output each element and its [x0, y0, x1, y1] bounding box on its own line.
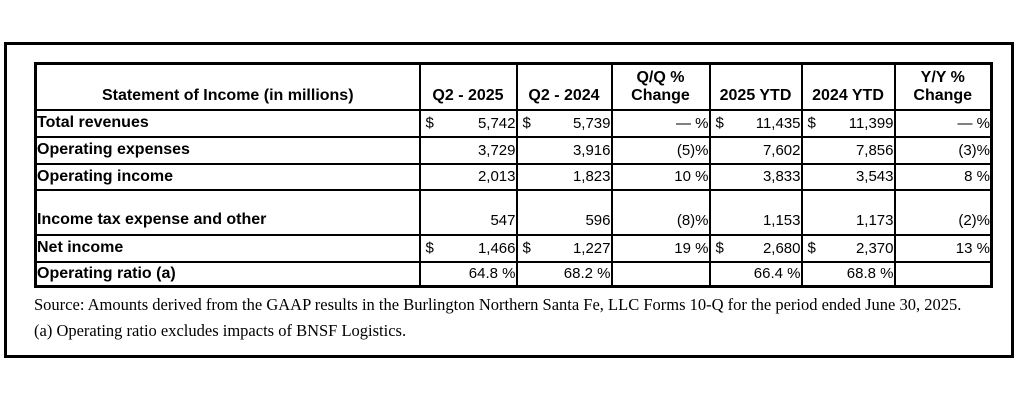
footnotes: Source: Amounts derived from the GAAP re… [34, 294, 961, 346]
table-cell: $5,742 [418, 108, 518, 138]
table-cell: $2,370 [800, 233, 896, 263]
header-line: Change [913, 87, 973, 105]
table-row-operating-expenses: Operating expenses 3,729 3,916 (5)% 7,60… [34, 135, 993, 165]
cell-value: 1,227 [572, 239, 611, 257]
table-header: Statement of Income (in millions) Q2 - 2… [34, 62, 993, 111]
dollar-sign: $ [807, 114, 816, 132]
header-line: Q/Q % [636, 68, 685, 86]
source-note: Source: Amounts derived from the GAAP re… [34, 295, 962, 314]
table-cell: 2,013 [418, 162, 518, 191]
table-cell: 68.8 % [800, 260, 896, 288]
cell-value: 2,680 [762, 239, 801, 257]
row-label: Operating expenses [34, 135, 421, 165]
table-cell: 8 % [893, 162, 993, 191]
table-cell [893, 260, 993, 288]
table-cell [610, 260, 711, 288]
table-cell: 3,543 [800, 162, 896, 191]
table-row-operating-ratio: Operating ratio (a) 64.8 % 68.2 % 66.4 %… [34, 260, 993, 288]
dollar-sign: $ [425, 239, 434, 257]
table-cell: $1,466 [418, 233, 518, 263]
cell-value: 11,399 [848, 114, 894, 132]
column-header-q2-2024: Q2 - 2024 [515, 62, 613, 111]
header-line: Q2 - 2024 [528, 87, 600, 105]
table-cell: 64.8 % [418, 260, 518, 288]
table-cell: (3)% [893, 135, 993, 165]
column-header-q2-2025: Q2 - 2025 [418, 62, 518, 111]
table-cell: $5,739 [515, 108, 613, 138]
header-line: Change [631, 87, 690, 105]
header-line: Q2 - 2025 [432, 87, 504, 105]
column-header-2025-ytd: 2025 YTD [708, 62, 803, 111]
table-cell: 7,602 [708, 135, 803, 165]
cell-value: 1,466 [477, 239, 516, 257]
table-row-operating-income: Operating income 2,013 1,823 10 % 3,833 … [34, 162, 993, 191]
cell-value: 2,370 [855, 239, 894, 257]
table-cell: 1,153 [708, 188, 803, 236]
table-cell: 3,916 [515, 135, 613, 165]
table-cell: 1,173 [800, 188, 896, 236]
footnote-a: (a) Operating ratio excludes impacts of … [34, 321, 407, 340]
table-cell: 3,833 [708, 162, 803, 191]
table-row-income-tax-expense: Income tax expense and other 547 596 (8)… [34, 188, 993, 236]
table-row-total-revenues: Total revenues $5,742 $5,739 — % $11,435… [34, 108, 993, 138]
header-line: Y/Y % [920, 68, 965, 86]
table-cell: 68.2 % [515, 260, 613, 288]
table-cell: 547 [418, 188, 518, 236]
dollar-sign: $ [522, 239, 531, 257]
cell-value: 11,435 [755, 114, 801, 132]
table-cell: 10 % [610, 162, 711, 191]
row-label: Operating income [34, 162, 421, 191]
table-cell: (2)% [893, 188, 993, 236]
row-label: Total revenues [34, 108, 421, 138]
table-cell: 7,856 [800, 135, 896, 165]
table-cell: — % [893, 108, 993, 138]
dollar-sign: $ [715, 239, 724, 257]
column-header-2024-ytd: 2024 YTD [800, 62, 896, 111]
table-cell: 66.4 % [708, 260, 803, 288]
table-cell: 1,823 [515, 162, 613, 191]
table-body: Total revenues $5,742 $5,739 — % $11,435… [34, 108, 993, 288]
dollar-sign: $ [807, 239, 816, 257]
table-cell: $11,435 [708, 108, 803, 138]
cell-value: 5,739 [572, 114, 611, 132]
header-line: 2025 YTD [719, 87, 792, 105]
dollar-sign: $ [425, 114, 434, 132]
header-row: Statement of Income (in millions) Q2 - 2… [34, 62, 993, 111]
income-statement-table: Statement of Income (in millions) Q2 - 2… [34, 62, 993, 288]
cell-value: 5,742 [477, 114, 516, 132]
table-cell: $1,227 [515, 233, 613, 263]
column-header-statement-label: Statement of Income (in millions) [34, 62, 421, 111]
row-label: Income tax expense and other [34, 188, 421, 236]
row-label: Net income [34, 233, 421, 263]
dollar-sign: $ [522, 114, 531, 132]
table-cell: $11,399 [800, 108, 896, 138]
table-cell: 13 % [893, 233, 993, 263]
table-cell: (5)% [610, 135, 711, 165]
column-header-yy-change: Y/Y % Change [893, 62, 993, 111]
row-label: Operating ratio (a) [34, 260, 421, 288]
column-header-qq-change: Q/Q % Change [610, 62, 711, 111]
table-cell: — % [610, 108, 711, 138]
dollar-sign: $ [715, 114, 724, 132]
table-cell: 3,729 [418, 135, 518, 165]
table-cell: 596 [515, 188, 613, 236]
table-cell: 19 % [610, 233, 711, 263]
header-line: 2024 YTD [812, 87, 884, 105]
slide-frame: Statement of Income (in millions) Q2 - 2… [4, 42, 1014, 358]
table-cell: (8)% [610, 188, 711, 236]
header-line: Statement of Income (in millions) [101, 87, 354, 105]
table-cell: $2,680 [708, 233, 803, 263]
table-row-net-income: Net income $1,466 $1,227 19 % $2,680 $2,… [34, 233, 993, 263]
